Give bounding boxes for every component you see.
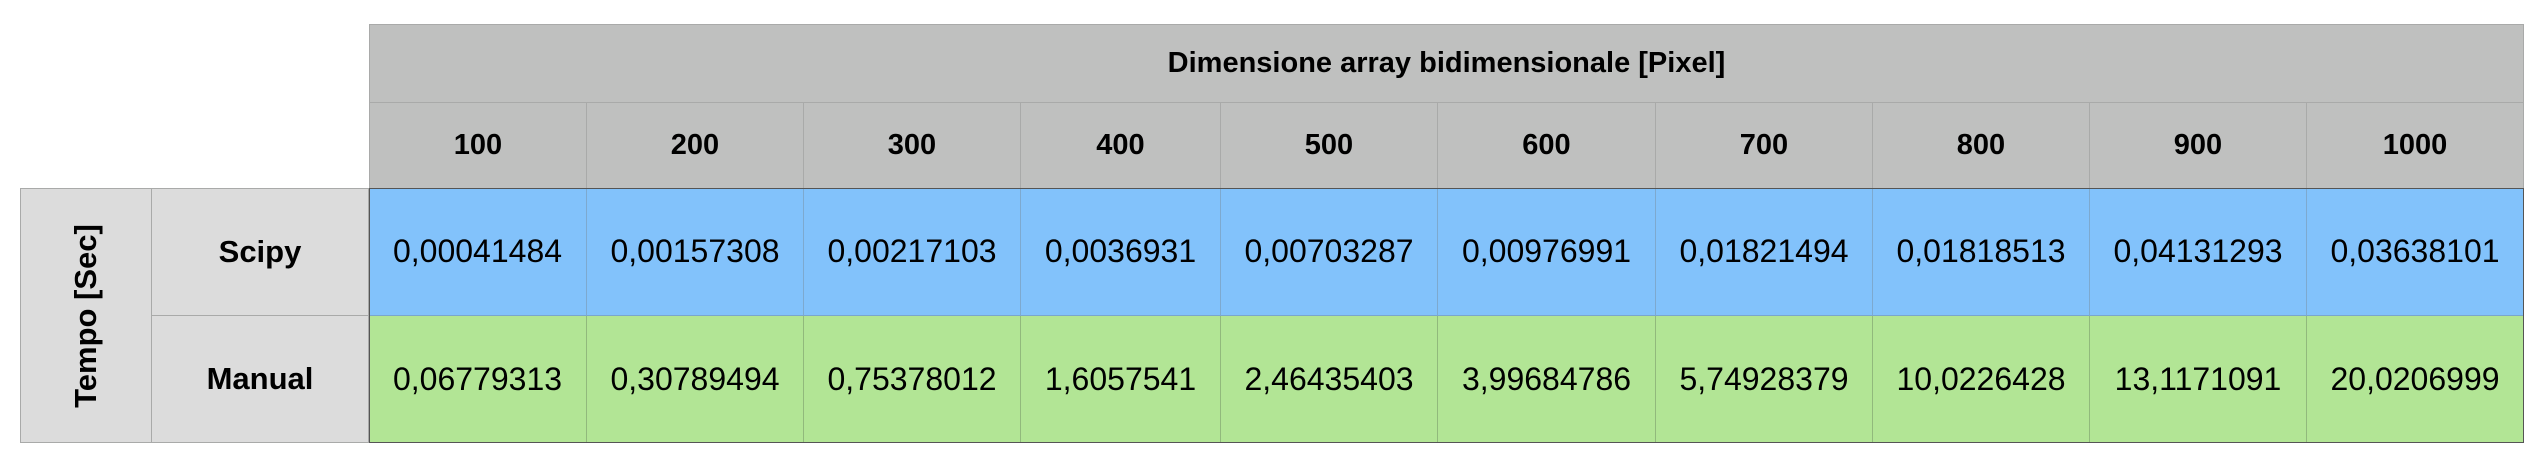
column-header-100: 100 — [369, 102, 587, 188]
value-cell-manual-500: 2,46435403 — [1221, 316, 1438, 443]
column-header-400: 400 — [1021, 102, 1221, 188]
value-cell-manual-700: 5,74928379 — [1656, 316, 1873, 443]
row-group-label: Tempo [Sec] — [68, 223, 104, 408]
value-cell-scipy-1000: 0,03638101 — [2307, 188, 2524, 316]
column-header-600: 600 — [1438, 102, 1656, 188]
value-cell-scipy-300: 0,00217103 — [804, 188, 1021, 316]
value-cell-scipy-200: 0,00157308 — [587, 188, 804, 316]
column-header-800: 800 — [1873, 102, 2090, 188]
column-header-900: 900 — [2090, 102, 2307, 188]
value-cell-manual-1000: 20,0206999 — [2307, 316, 2524, 443]
row-label-text: Scipy — [218, 234, 302, 269]
value-cell-manual-200: 0,30789494 — [587, 316, 804, 443]
column-header-200: 200 — [587, 102, 804, 188]
row-label-manual: Manual — [152, 316, 369, 443]
value-cell-scipy-500: 0,00703287 — [1221, 188, 1438, 316]
row-group-header: Tempo [Sec] — [20, 188, 152, 443]
value-cell-scipy-600: 0,00976991 — [1438, 188, 1656, 316]
value-cell-scipy-900: 0,04131293 — [2090, 188, 2307, 316]
value-cell-scipy-100: 0,00041484 — [369, 188, 587, 316]
column-header-700: 700 — [1656, 102, 1873, 188]
value-cell-manual-400: 1,6057541 — [1021, 316, 1221, 443]
value-cell-manual-800: 10,0226428 — [1873, 316, 2090, 443]
column-header-500: 500 — [1221, 102, 1438, 188]
column-group-header: Dimensione array bidimensionale [Pixel] — [369, 24, 2524, 102]
value-cell-scipy-800: 0,01818513 — [1873, 188, 2090, 316]
value-cell-manual-600: 3,99684786 — [1438, 316, 1656, 443]
column-group-label: Dimensione array bidimensionale [Pixel] — [1167, 47, 1726, 79]
column-header-300: 300 — [804, 102, 1021, 188]
column-header-1000: 1000 — [2307, 102, 2524, 188]
row-label-text: Manual — [206, 361, 314, 396]
value-cell-manual-900: 13,1171091 — [2090, 316, 2307, 443]
value-cell-manual-100: 0,06779313 — [369, 316, 587, 443]
value-cell-scipy-400: 0,0036931 — [1021, 188, 1221, 316]
row-label-scipy: Scipy — [152, 188, 369, 316]
value-cell-manual-300: 0,75378012 — [804, 316, 1021, 443]
value-cell-scipy-700: 0,01821494 — [1656, 188, 1873, 316]
